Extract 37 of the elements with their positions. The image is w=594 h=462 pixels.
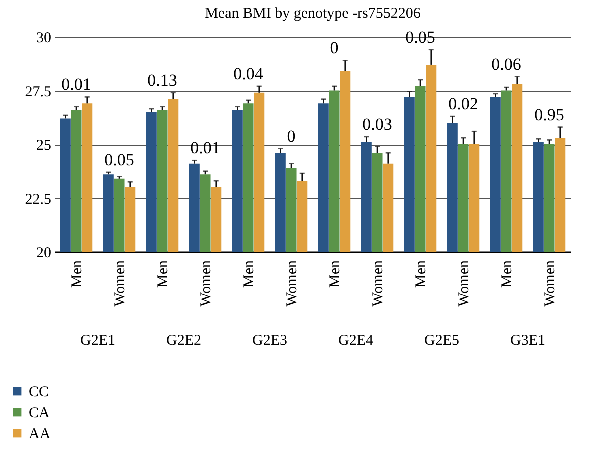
- x-tick-label: Women: [456, 260, 472, 307]
- y-tick-label: 20: [36, 246, 52, 262]
- y-tick-label: 22.5: [25, 192, 52, 208]
- text: G2E4: [338, 333, 374, 349]
- x-tick-label: Women: [284, 260, 300, 307]
- annotation: 0.95: [534, 105, 564, 124]
- annotation: 0: [330, 38, 339, 58]
- legend-label: AA: [29, 426, 51, 442]
- annotation: 0.04: [234, 64, 264, 84]
- y-tick-label: 27.5: [25, 84, 52, 100]
- x-tick-label: Men: [328, 260, 344, 288]
- annotation: 0.05: [104, 150, 134, 170]
- annotation: 0.13: [148, 70, 178, 90]
- x-tick-label: Men: [70, 260, 86, 288]
- text: G2E1: [80, 333, 116, 349]
- x-tick-label: Men: [242, 260, 258, 288]
- annotation: 0.03: [362, 114, 392, 134]
- legend-label: CC: [29, 384, 50, 400]
- text: G3E1: [510, 333, 546, 349]
- annotation: 0.01: [62, 75, 92, 94]
- text: G2E3: [252, 333, 288, 349]
- annotation: 0.06: [492, 54, 522, 74]
- y-tick-label: 25: [36, 138, 52, 154]
- x-tick-label: Women: [198, 260, 214, 307]
- text: G2E5: [424, 333, 460, 349]
- x-tick-label: Women: [112, 260, 128, 307]
- x-tick-label: Women: [542, 260, 558, 307]
- legend-label: CA: [29, 406, 50, 422]
- text: G2E2: [166, 333, 202, 349]
- x-tick-label: Men: [500, 260, 516, 288]
- annotation: 0: [287, 126, 296, 146]
- x-tick-label: Men: [414, 260, 430, 288]
- x-tick-label: Men: [156, 260, 172, 288]
- annotation: 0.02: [448, 94, 478, 114]
- y-tick-label: 30: [36, 30, 52, 46]
- chart-title: Mean BMI by genotype -rs7552206: [205, 6, 422, 22]
- x-tick-label: Women: [370, 260, 386, 307]
